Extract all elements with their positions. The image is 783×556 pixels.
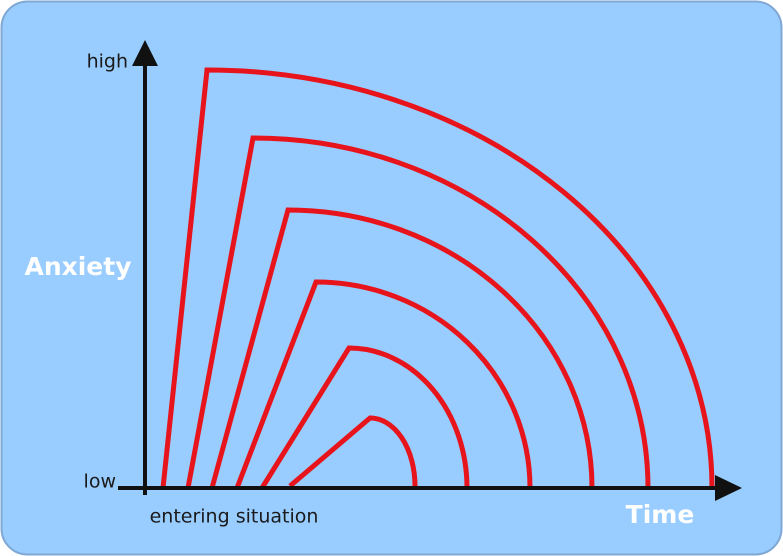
axes bbox=[118, 40, 742, 501]
curve bbox=[259, 345, 470, 490]
curve bbox=[160, 67, 715, 489]
x-axis-title: Time bbox=[626, 500, 695, 529]
curve bbox=[209, 207, 595, 489]
curve bbox=[288, 415, 418, 488]
y-high-label: high bbox=[87, 51, 128, 73]
x-start-label: entering situation bbox=[150, 506, 319, 528]
curve bbox=[234, 279, 533, 489]
y-low-label: low bbox=[84, 471, 116, 493]
y-axis-title: Anxiety bbox=[24, 252, 131, 281]
y-arrow bbox=[132, 40, 158, 66]
curves bbox=[160, 67, 715, 490]
curve bbox=[185, 135, 651, 489]
x-arrow bbox=[715, 475, 742, 501]
